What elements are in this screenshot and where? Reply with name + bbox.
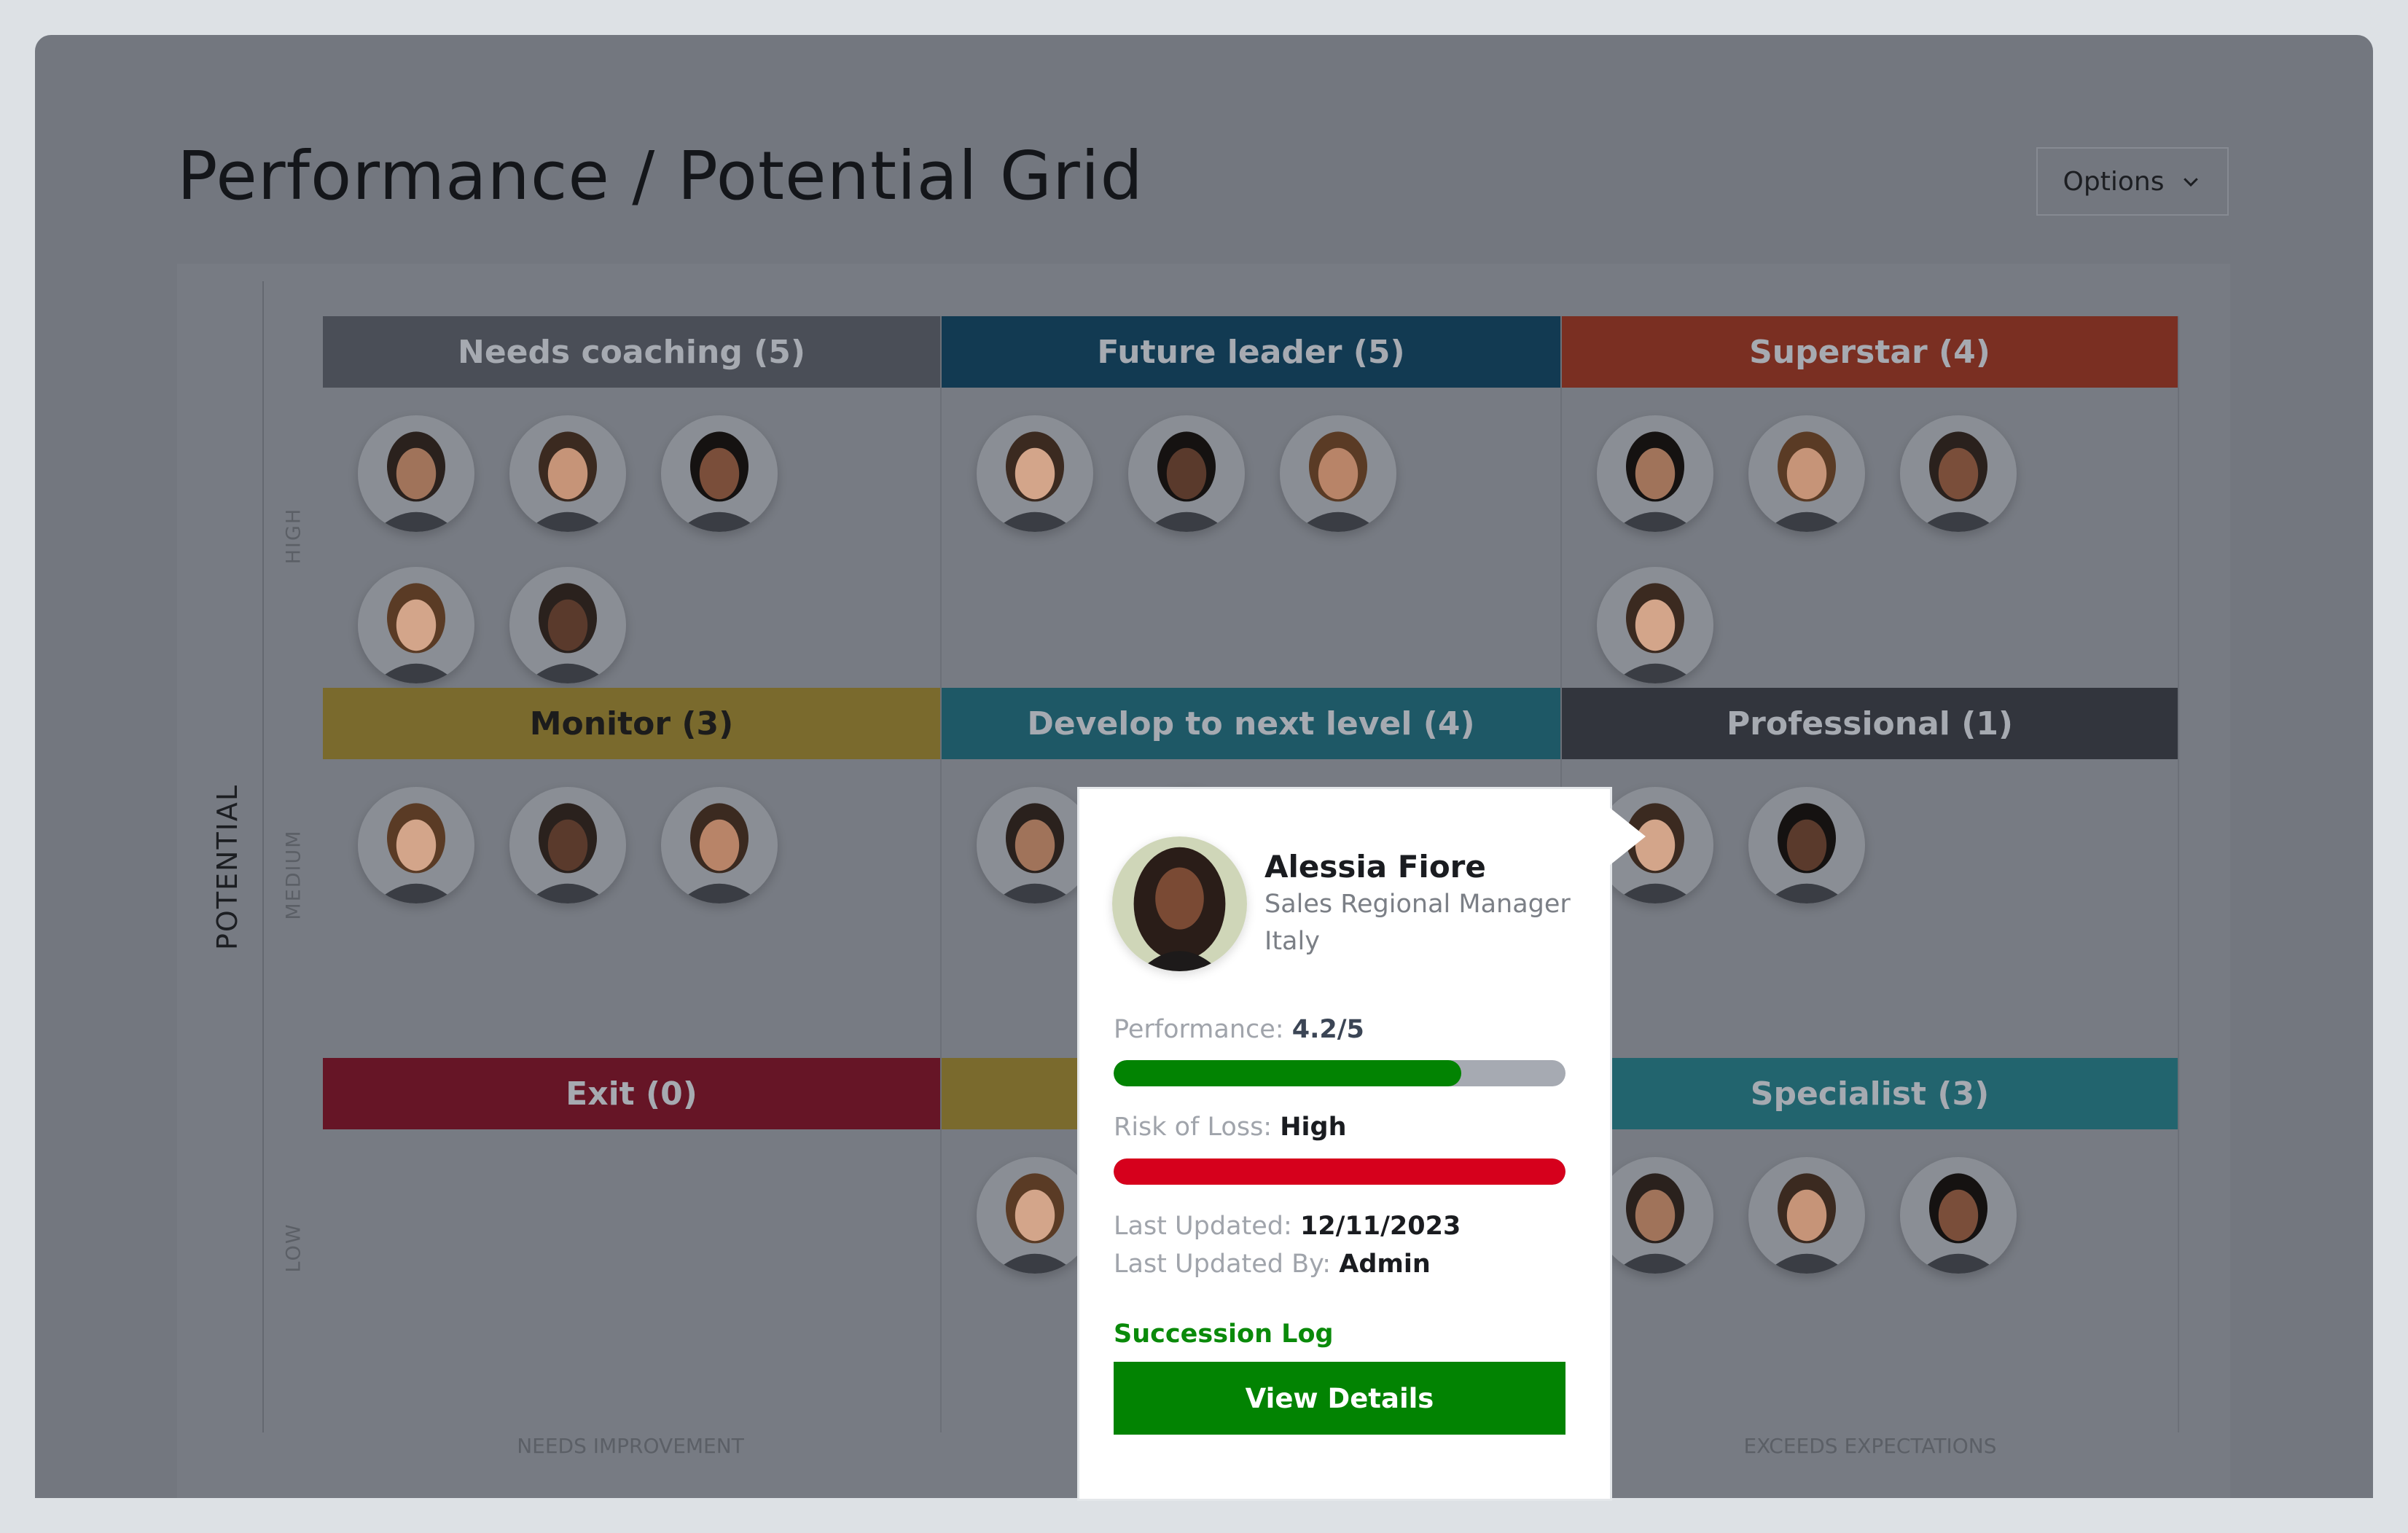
cell-header: Specialist (3) [1562,1058,2178,1129]
grid-cell: Exit (0) [323,1058,942,1432]
employee-avatar[interactable] [661,415,778,532]
updated-by-value: Admin [1339,1250,1431,1279]
view-details-button[interactable]: View Details [1114,1362,1565,1435]
last-updated-value: 12/11/2023 [1299,1212,1461,1241]
risk-value: High [1280,1113,1347,1142]
options-label: Options [2063,166,2165,197]
employee-avatar[interactable] [1900,415,2017,532]
employee-avatar[interactable] [1748,787,1865,903]
risk-label: Risk of Loss: [1114,1113,1273,1142]
potential-axis-title: POTENTIAL [211,783,243,950]
employee-avatar[interactable] [358,415,474,532]
row-label-high: HIGH [282,507,305,565]
avatar-list [942,388,1487,532]
grid-cell: Monitor (3) [323,688,942,1058]
grid-cell: Superstar (4) [1562,316,2179,688]
performance-bar-fill [1114,1060,1462,1086]
risk-bar-fill [1114,1158,1565,1185]
employee-name: Alessia Fiore [1264,849,1486,885]
last-updated-label: Last Updated: [1114,1212,1292,1241]
employee-avatar[interactable] [661,787,778,903]
cell-header: Needs coaching (5) [323,316,940,388]
row-label-low: LOW [282,1223,305,1273]
cell-header: Develop to next level (4) [942,688,1560,759]
employee-avatar[interactable] [1597,1157,1713,1274]
employee-avatar[interactable] [977,1157,1093,1274]
popup-pointer [1609,807,1646,866]
risk-bar [1114,1158,1565,1185]
cell-header: Professional (1) [1562,688,2178,759]
employee-avatar[interactable] [1597,567,1713,683]
avatar-list [1562,759,2107,903]
employee-popup: Alessia Fiore Sales Regional Manager Ita… [1077,787,1612,1501]
employee-avatar[interactable] [509,415,626,532]
cell-header: Superstar (4) [1562,316,2178,388]
employee-avatar[interactable] [1900,1157,2017,1274]
employee-avatar[interactable] [358,787,474,903]
succession-log-link[interactable]: Succession Log [1114,1320,1334,1349]
employee-role: Sales Regional Manager [1264,890,1571,919]
grid-cell: Specialist (3) [1562,1058,2179,1432]
performance-label: Performance: [1114,1015,1284,1044]
last-updated-row: Last Updated: 12/11/2023 [1114,1212,1461,1241]
employee-location: Italy [1264,927,1320,956]
employee-avatar[interactable] [358,567,474,683]
grid-cell: Future leader (5) [942,316,1562,688]
avatar-list [1562,388,2107,683]
chevron-down-icon [2184,178,2199,187]
avatar-list [1562,1129,2107,1274]
employee-avatar[interactable] [1748,415,1865,532]
page-title: Performance / Potential Grid [177,137,1144,215]
performance-value: 4.2/5 [1291,1015,1364,1044]
employee-avatar[interactable] [1128,415,1245,532]
col-label-exceeds-expectations: EXCEEDS EXPECTATIONS [1743,1434,1997,1458]
grid-cell: Professional (1) [1562,688,2179,1058]
employee-avatar[interactable] [1597,415,1713,532]
avatar-list [942,1129,1487,1274]
col-label-needs-improvement: NEEDS IMPROVEMENT [517,1434,744,1458]
cell-header: Future leader (5) [942,316,1560,388]
row-label-medium: MEDIUM [282,829,305,920]
grid-cell: Needs coaching (5) [323,316,942,688]
avatar-list [323,388,868,683]
updated-by-label: Last Updated By: [1114,1250,1332,1279]
performance-row: Performance: 4.2/5 [1114,1015,1364,1044]
employee-avatar[interactable] [977,787,1093,903]
employee-avatar[interactable] [1748,1157,1865,1274]
updated-by-row: Last Updated By: Admin [1114,1250,1431,1279]
avatar-list [323,1129,868,1157]
employee-avatar[interactable] [509,567,626,683]
options-dropdown[interactable]: Options [2036,147,2229,216]
employee-avatar[interactable] [1280,415,1396,532]
cell-header: Monitor (3) [323,688,940,759]
y-axis-line [262,281,264,1432]
employee-avatar[interactable] [977,415,1093,532]
risk-row: Risk of Loss: High [1114,1113,1347,1142]
employee-avatar [1112,836,1247,971]
cell-header: Exit (0) [323,1058,940,1129]
avatar-list [323,759,868,903]
employee-avatar[interactable] [509,787,626,903]
performance-bar [1114,1060,1565,1086]
